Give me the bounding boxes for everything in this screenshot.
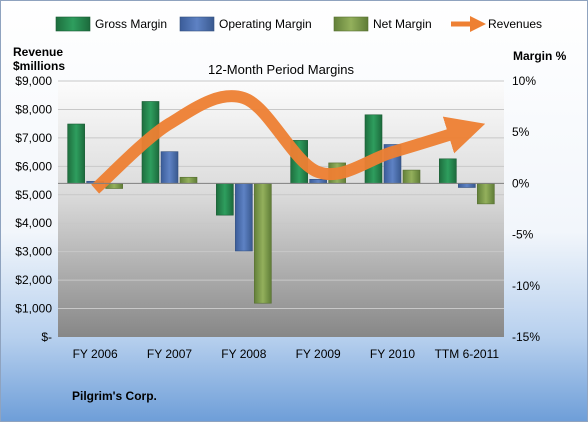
legend-swatch-gross-margin <box>55 16 91 32</box>
plot-area <box>58 81 504 337</box>
gridlines <box>58 80 504 310</box>
legend-swatch-operating-margin <box>179 16 215 32</box>
right-tick-label-3: -5% <box>512 228 534 242</box>
right-tick-label-4: -10% <box>512 279 540 293</box>
left-axis-title-line1: Revenue <box>13 45 63 59</box>
right-tick-label-2: 0% <box>512 176 530 190</box>
left-tick-label-7: $2,000 <box>15 273 52 287</box>
right-axis-ticks: 10% 5% 0% -5% -10% -15% <box>512 74 540 344</box>
bar-operating-margin-3 <box>309 179 327 184</box>
bar-operating-margin-2 <box>235 183 253 252</box>
category-label-4: FY 2010 <box>370 347 415 361</box>
chart-title: 12-Month Period Margins <box>208 62 354 77</box>
bar-net-margin-5 <box>477 183 495 205</box>
left-tick-label-3: $6,000 <box>15 159 52 173</box>
category-label-5: TTM 6-2011 <box>435 347 500 361</box>
left-tick-label-9: $- <box>41 330 52 344</box>
right-tick-label-0: 10% <box>512 74 536 88</box>
left-tick-label-8: $1,000 <box>15 302 52 316</box>
left-tick-label-2: $7,000 <box>15 131 52 145</box>
legend-label-operating-margin: Operating Margin <box>219 17 312 31</box>
left-tick-label-0: $9,000 <box>15 74 52 88</box>
left-axis-ticks: $9,000 $8,000 $7,000 $6,000 $5,000 $4,000 $3,0… <box>15 74 52 344</box>
category-label-1: FY 2007 <box>147 347 192 361</box>
right-axis-title: Margin % <box>513 49 567 63</box>
legend: Gross Margin Operating Margin Net Margin… <box>55 15 542 33</box>
left-tick-label-6: $3,000 <box>15 245 52 259</box>
right-tick-label-1: 5% <box>512 125 530 139</box>
bar-operating-margin-1 <box>160 151 179 184</box>
category-label-3: FY 2009 <box>296 347 341 361</box>
left-tick-label-1: $8,000 <box>15 102 52 116</box>
left-tick-label-5: $4,000 <box>15 216 52 230</box>
category-label-2: FY 2008 <box>221 347 266 361</box>
legend-label-gross-margin: Gross Margin <box>95 17 167 31</box>
category-labels: FY 2006 FY 2007 FY 2008 FY 2009 FY 2010 TTM 6… <box>73 347 500 361</box>
bar-net-margin-2 <box>254 183 272 304</box>
bar-net-margin-1 <box>179 176 198 184</box>
company-label: Pilgrim's Corp. <box>72 389 157 403</box>
bar-operating-margin-5 <box>458 183 476 188</box>
bar-gross-margin-4 <box>364 114 383 184</box>
left-axis-title-line2: $millions <box>13 59 65 73</box>
legend-swatch-net-margin <box>333 16 369 32</box>
legend-label-revenues: Revenues <box>488 17 542 31</box>
bar-net-margin-4 <box>402 169 421 184</box>
category-label-0: FY 2006 <box>73 347 118 361</box>
right-tick-label-5: -15% <box>512 330 540 344</box>
bar-gross-margin-2 <box>216 183 234 216</box>
legend-label-net-margin: Net Margin <box>373 17 432 31</box>
left-tick-label-4: $5,000 <box>15 188 52 202</box>
bar-gross-margin-0 <box>67 123 85 184</box>
bar-gross-margin-5 <box>439 158 457 184</box>
revenue-line <box>91 90 486 194</box>
revenue-line-group <box>91 90 486 194</box>
